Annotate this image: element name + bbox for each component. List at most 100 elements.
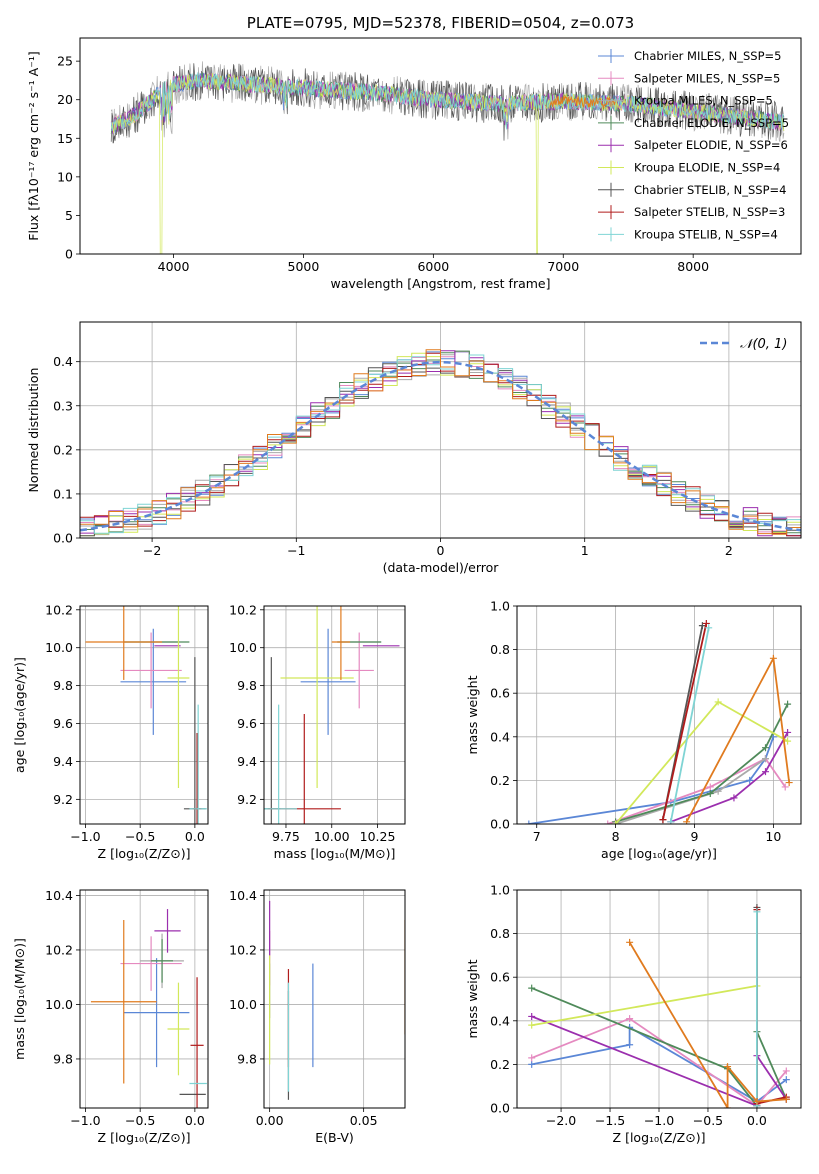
y-tick-label: 0.6 [490, 970, 510, 985]
y-tick-label: 25 [57, 54, 73, 69]
x-tick-label: −0.5 [125, 1113, 155, 1128]
y-tick-label: 20 [57, 92, 73, 107]
weight-line [662, 623, 708, 820]
y-axis-label: Flux [fλ10⁻¹⁷ erg cm⁻² s⁻¹ A⁻¹] [26, 51, 41, 240]
x-tick-label: 0.00 [256, 1113, 284, 1128]
weight-line [615, 703, 789, 823]
y-tick-label: 0.4 [53, 354, 73, 369]
y-tick-label: 1.0 [490, 883, 510, 898]
x-axis-label: (data-model)/error [383, 560, 500, 575]
x-tick-label: 5000 [288, 259, 320, 274]
weight-marker [781, 783, 789, 791]
weight-line [531, 1017, 787, 1108]
x-tick-label: −2.0 [546, 1113, 576, 1128]
y-tick-label: 9.8 [237, 678, 257, 693]
weight-marker [612, 820, 620, 824]
y-tick-label: 10.0 [45, 640, 73, 655]
weight-marker [528, 984, 536, 992]
x-axis-label: Z [log₁₀(Z/Z⊙)] [98, 1130, 191, 1145]
y-tick-label: 0.2 [490, 1057, 510, 1072]
weight-marker [702, 619, 710, 627]
x-tick-label: 0.0 [747, 1113, 767, 1128]
y-tick-label: 0.8 [490, 642, 510, 657]
plot-area-4 [525, 619, 793, 824]
weight-line [756, 909, 787, 1105]
plot-area-7 [528, 903, 790, 1108]
x-tick-label: 9 [691, 829, 699, 844]
x-tick-label: 0.0 [185, 829, 205, 844]
x-tick-label: −1.0 [70, 1113, 100, 1128]
weight-marker [784, 700, 792, 708]
hist-salpeter-stelib [80, 352, 801, 537]
weight-marker [683, 818, 691, 824]
weight-marker [762, 755, 769, 763]
weight-marker [706, 789, 714, 797]
y-tick-label: 10 [57, 169, 73, 184]
y-tick-label: 10.2 [45, 942, 73, 957]
weight-marker [667, 818, 675, 824]
y-tick-label: 9.6 [53, 716, 73, 731]
y-tick-label: 9.8 [53, 1051, 73, 1066]
x-axis-label: age [log₁₀(age/yr)] [601, 846, 717, 861]
x-tick-label: −1.5 [595, 1113, 625, 1128]
x-tick-label: 1 [581, 543, 589, 558]
y-tick-label: 0.0 [490, 817, 510, 832]
x-tick-label: 7000 [547, 259, 579, 274]
weight-marker [785, 779, 793, 787]
y-tick-label: 0.4 [490, 729, 510, 744]
weight-line [531, 985, 758, 1027]
x-tick-label: 7 [533, 829, 541, 844]
x-tick-label: 9.75 [272, 829, 300, 844]
weight-marker [604, 820, 612, 824]
weight-marker [782, 1095, 790, 1103]
weight-marker [525, 820, 533, 824]
weight-marker [528, 1021, 536, 1029]
axes-frame [263, 889, 406, 1109]
weight-marker [659, 816, 667, 824]
x-tick-label: −1.0 [70, 829, 100, 844]
axes-frame [516, 889, 802, 1109]
axes-3 [260, 606, 405, 828]
axes-frame [79, 605, 209, 825]
legend-label: 𝒩(0, 1) [740, 337, 787, 352]
weight-marker [784, 728, 792, 736]
weight-marker [784, 737, 792, 745]
weight-marker [528, 1060, 536, 1068]
y-tick-label: 9.4 [237, 754, 257, 769]
y-tick-label: 10.0 [229, 997, 257, 1012]
hist-orange [80, 349, 801, 537]
y-tick-label: 10.4 [229, 888, 257, 903]
axes-frame [516, 605, 802, 825]
weight-marker [762, 744, 769, 752]
weight-marker [724, 1063, 732, 1071]
y-axis-label: mass weight [465, 959, 480, 1038]
weight-marker [626, 1041, 634, 1049]
y-tick-label: 10.4 [45, 888, 73, 903]
y-tick-label: 0.2 [53, 442, 73, 457]
y-tick-label: 10.2 [45, 602, 73, 617]
y-axis-label: mass weight [465, 675, 480, 754]
weight-marker [528, 1054, 536, 1062]
x-tick-label: 10.00 [314, 829, 350, 844]
axes-frame [79, 37, 802, 255]
legend-label: Kroupa MILES, N_SSP=5 [634, 94, 773, 108]
weight-marker [769, 654, 777, 662]
axes-2 [76, 606, 208, 828]
x-tick-label: −0.5 [125, 829, 155, 844]
axes-frame [79, 321, 802, 539]
weight-line [669, 627, 710, 822]
x-axis-label: mass [log₁₀(M/M⊙)] [274, 846, 396, 861]
y-tick-label: 10.2 [229, 602, 257, 617]
y-tick-label: 0.0 [490, 1101, 510, 1116]
plot-area-1 [80, 349, 801, 537]
weight-line [607, 757, 786, 824]
x-tick-label: 10 [765, 829, 781, 844]
legend-label: Kroupa ELODIE, N_SSP=4 [634, 161, 780, 175]
plot-area-6 [269, 900, 405, 1100]
weight-marker [626, 1015, 634, 1023]
y-tick-label: 9.6 [237, 716, 257, 731]
legend-label: Salpeter MILES, N_SSP=5 [634, 71, 780, 85]
x-tick-label: 8000 [677, 259, 709, 274]
x-axis-label: wavelength [Angstrom, rest frame] [330, 276, 550, 291]
